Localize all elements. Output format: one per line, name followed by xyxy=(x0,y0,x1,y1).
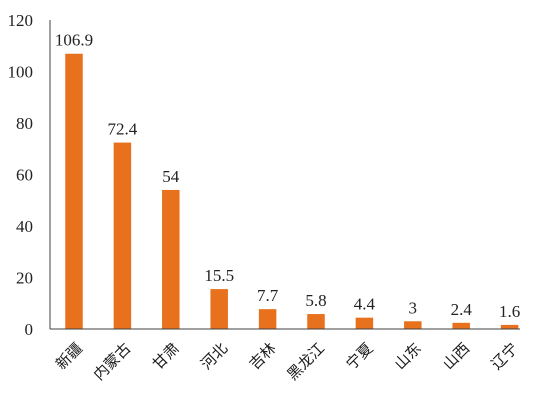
bar xyxy=(113,142,132,329)
data-label: 2.4 xyxy=(451,300,473,319)
bar xyxy=(500,324,519,329)
data-label: 3 xyxy=(409,298,418,317)
x-axis-category-labels: 新疆 内蒙古 甘肃 河北 吉林 黑龙江 宁夏 山东 山西 辽宁 xyxy=(52,339,522,384)
data-label: 15.5 xyxy=(204,266,234,285)
x-category-label: 吉林 xyxy=(246,339,280,373)
x-category-label: 黑龙江 xyxy=(283,339,328,384)
y-tick-label: 80 xyxy=(16,114,33,133)
x-category-label: 辽宁 xyxy=(488,339,522,373)
bars xyxy=(65,53,519,329)
bar xyxy=(162,189,180,329)
data-label: 7.7 xyxy=(257,286,279,305)
y-tick-label: 120 xyxy=(8,11,34,30)
bar xyxy=(65,53,83,329)
y-tick-label: 40 xyxy=(16,217,33,236)
x-category-label: 新疆 xyxy=(52,339,86,373)
bar xyxy=(307,314,325,329)
data-label: 54 xyxy=(162,167,180,186)
bar xyxy=(404,321,422,329)
y-axis-ticks: 0 20 40 60 80 100 120 xyxy=(8,11,34,339)
y-tick-label: 20 xyxy=(16,269,33,288)
data-label: 4.4 xyxy=(354,295,376,314)
bar xyxy=(210,289,228,329)
bar xyxy=(452,322,470,329)
x-category-label: 山东 xyxy=(391,339,425,373)
data-label: 72.4 xyxy=(108,120,138,139)
x-category-label: 山西 xyxy=(439,339,473,373)
bar xyxy=(355,317,374,329)
x-category-label: 宁夏 xyxy=(342,339,376,373)
x-category-label: 内蒙古 xyxy=(90,339,135,384)
y-tick-label: 0 xyxy=(25,320,34,339)
y-tick-label: 60 xyxy=(16,166,33,185)
data-label: 1.6 xyxy=(499,302,520,321)
data-labels: 106.9 72.4 54 15.5 7.7 5.8 4.4 3 2.4 1.6 xyxy=(55,31,520,321)
x-category-label: 甘肃 xyxy=(149,339,183,373)
axes xyxy=(49,20,520,330)
bar xyxy=(258,309,277,329)
y-tick-label: 100 xyxy=(8,63,34,82)
data-label: 106.9 xyxy=(55,31,93,50)
data-label: 5.8 xyxy=(305,291,326,310)
x-category-label: 河北 xyxy=(197,339,231,373)
